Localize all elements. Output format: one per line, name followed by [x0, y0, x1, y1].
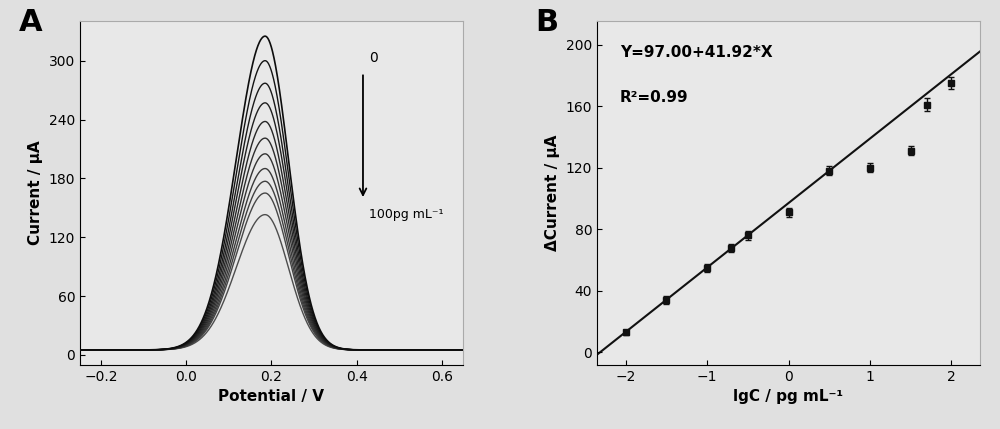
Text: R²=0.99: R²=0.99 [620, 90, 689, 105]
Text: B: B [536, 8, 559, 37]
Text: 0: 0 [369, 51, 378, 65]
Y-axis label: ΔCurrent / μA: ΔCurrent / μA [545, 135, 560, 251]
Text: Y=97.00+41.92*X: Y=97.00+41.92*X [620, 45, 773, 60]
Text: A: A [19, 8, 42, 37]
X-axis label: Potential / V: Potential / V [218, 389, 324, 404]
X-axis label: lgC / pg mL⁻¹: lgC / pg mL⁻¹ [733, 389, 844, 404]
Text: 100pg mL⁻¹: 100pg mL⁻¹ [369, 208, 444, 221]
Y-axis label: Current / μA: Current / μA [28, 141, 43, 245]
